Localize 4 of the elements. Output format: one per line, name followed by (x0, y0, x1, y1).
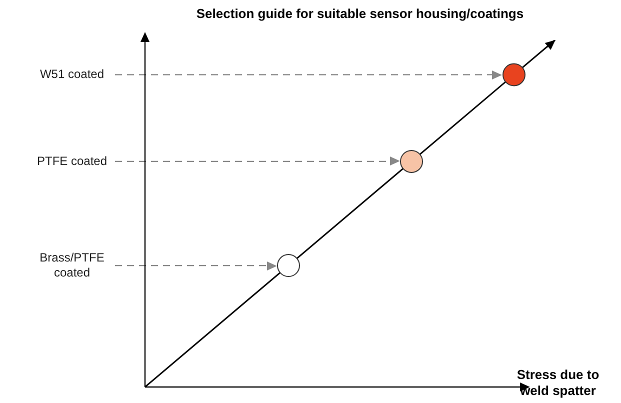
text: Brass/PTFE coated (40, 250, 104, 280)
text: PTFE coated (36, 154, 108, 168)
chart-title: Selection guide for suitable sensor housing/coatings (195, 6, 525, 21)
text: W51 coated (40, 67, 104, 82)
